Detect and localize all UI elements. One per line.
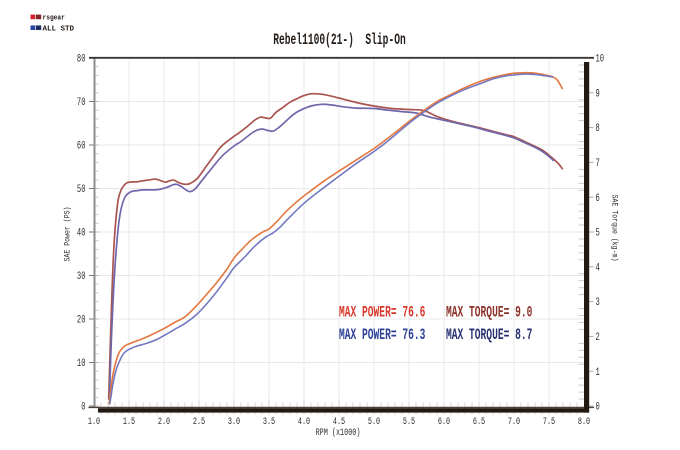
svg-text:4.5: 4.5 [333,416,345,428]
svg-text:3.5: 3.5 [263,416,275,428]
svg-text:RPM (x1000): RPM (x1000) [316,427,361,439]
svg-text:50: 50 [77,183,86,196]
svg-text:60: 60 [77,139,86,152]
svg-text:1: 1 [596,365,601,378]
svg-text:4.0: 4.0 [298,416,310,428]
svg-text:2.0: 2.0 [158,416,170,428]
svg-text:ALL STD: ALL STD [43,25,75,33]
svg-text:2: 2 [596,331,600,344]
svg-text:MAX TORQUE= 9.0: MAX TORQUE= 9.0 [446,303,532,321]
svg-text:10: 10 [77,357,86,370]
svg-text:rsgear: rsgear [43,14,65,23]
svg-text:8: 8 [596,122,600,135]
svg-text:20: 20 [77,313,86,326]
svg-text:MAX POWER= 76.3: MAX POWER= 76.3 [339,326,425,344]
svg-text:6.0: 6.0 [438,416,450,428]
svg-text:0: 0 [81,400,85,413]
svg-text:1.5: 1.5 [123,416,135,428]
svg-text:5.0: 5.0 [368,416,380,428]
svg-text:Rebel1100(21-) Slip-On: Rebel1100(21-) Slip-On [273,30,405,48]
svg-text:5.5: 5.5 [403,416,415,428]
svg-text:0: 0 [596,400,600,413]
svg-text:6.5: 6.5 [473,416,485,428]
svg-text:MAX TORQUE= 8.7: MAX TORQUE= 8.7 [446,326,532,344]
svg-text:4: 4 [596,261,601,274]
svg-text:7: 7 [596,157,600,170]
svg-text:80: 80 [77,52,86,65]
svg-text:3: 3 [596,296,600,309]
svg-text:7.0: 7.0 [508,416,520,428]
svg-text:5: 5 [596,226,600,239]
svg-text:7.5: 7.5 [543,416,555,428]
svg-text:6: 6 [596,191,600,204]
svg-text:10: 10 [596,52,605,65]
svg-text:70: 70 [77,96,86,109]
svg-text:9: 9 [596,87,600,100]
svg-text:3.0: 3.0 [228,416,240,428]
svg-text:8.0: 8.0 [578,416,590,428]
svg-text:30: 30 [77,270,86,283]
svg-text:MAX POWER= 76.6: MAX POWER= 76.6 [339,303,425,321]
svg-text:1.0: 1.0 [88,416,100,428]
svg-text:2.5: 2.5 [193,416,205,428]
svg-text:SAE Power (PS): SAE Power (PS) [64,207,73,262]
svg-text:SAE Torque (kg-m): SAE Torque (kg-m) [609,195,618,262]
svg-text:40: 40 [77,226,86,239]
